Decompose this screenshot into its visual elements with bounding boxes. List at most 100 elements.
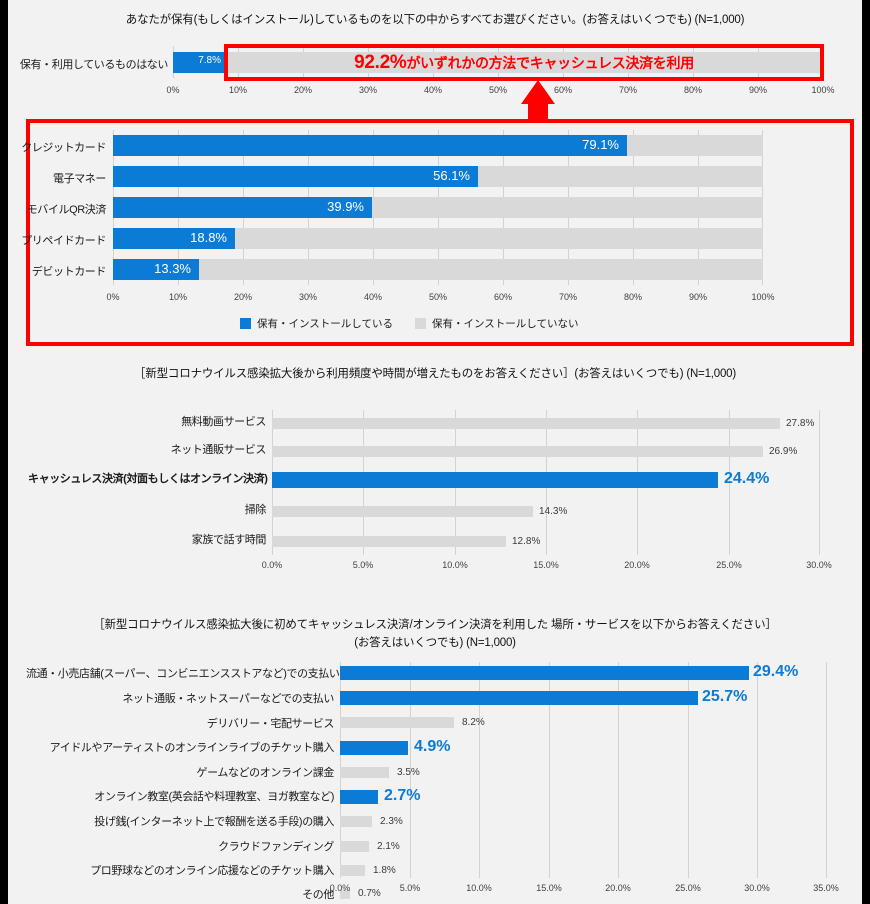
axis-tick: 20% <box>233 292 252 302</box>
table-row: 4.9% <box>340 738 827 755</box>
axis-tick: 30% <box>298 292 317 302</box>
chart2-category-label: ネット通販サービス <box>170 444 267 456</box>
axis-tick: 30.0% <box>744 883 770 893</box>
axis-tick: 30.0% <box>806 560 832 570</box>
gridline <box>410 662 411 878</box>
bar <box>272 536 506 547</box>
axis-tick: 20.0% <box>605 883 631 893</box>
axis-tick: 25.0% <box>716 560 742 570</box>
bar-segment-remainder <box>224 52 823 73</box>
bar-hasnot <box>478 166 763 187</box>
chart2-category-label: 無料動画サービス <box>181 416 266 428</box>
bar-value-label: 39.9% <box>327 199 364 214</box>
table-row: 18.8% <box>113 228 763 249</box>
gridline <box>688 662 689 878</box>
bar-has <box>113 197 372 218</box>
gridline <box>479 662 480 878</box>
bar-value-label: 13.3% <box>154 261 191 276</box>
chart1-top-plot: 7.8% <box>173 46 823 78</box>
axis-tick: 80% <box>683 85 702 95</box>
chart3-category-label: ネット通販・ネットスーパーなどでの支払い <box>122 693 334 705</box>
axis-tick: 15.0% <box>533 560 559 570</box>
table-row: 0.7% <box>340 888 827 899</box>
bar-value-label: 29.4% <box>753 663 799 680</box>
bar-value-label: 2.1% <box>377 841 400 852</box>
chart3-category-label: ゲームなどのオンライン課金 <box>196 767 335 779</box>
legend-swatch-has-icon <box>240 318 251 329</box>
chart3-title-line1: ［新型コロナウイルス感染拡大後に初めてキャッシュレス決済/オンライン決済を利用し… <box>93 619 777 631</box>
chart1-title: あなたが保有(もしくはインストール)しているものを以下の中からすべてお選びくださ… <box>125 14 745 26</box>
bar-value-label: 56.1% <box>433 168 470 183</box>
axis-tick: 0.0% <box>329 883 351 893</box>
axis-tick: 0% <box>106 292 120 302</box>
table-row: 79.1% <box>113 135 763 156</box>
bar-hasnot <box>627 135 763 156</box>
axis-tick: 5.0% <box>399 883 421 893</box>
chart3-category-label: 投げ銭(インターネット上で報酬を送る手段)の購入 <box>94 816 334 828</box>
infographic-page: あなたが保有(もしくはインストール)しているものを以下の中からすべてお選びくださ… <box>8 0 862 904</box>
table-row: 2.7% <box>340 787 827 804</box>
chart3-category-label: プロ野球などのオンライン応援などのチケット購入 <box>90 865 334 877</box>
bar-value-label: 18.8% <box>190 230 227 245</box>
bar-value-label: 25.7% <box>702 688 748 705</box>
bar-hasnot <box>235 228 763 249</box>
bar <box>340 865 365 876</box>
bar-value-label: 3.5% <box>397 767 420 778</box>
bar-highlight <box>340 666 749 680</box>
chart2-category-label: キャッシュレス決済(対面もしくはオンライン決済) <box>28 473 268 485</box>
table-row: 56.1% <box>113 166 763 187</box>
axis-tick: 10.0% <box>442 560 468 570</box>
table-row: 27.8% <box>272 418 820 429</box>
callout-label: 92.2%がいずれかの方法でキャッシュレス決済を利用 <box>224 52 824 74</box>
chart3-category-label: その他 <box>302 889 334 901</box>
chart2-category-label: 掃除 <box>244 504 267 516</box>
callout-arrow-icon <box>521 80 555 121</box>
axis-tick: 80% <box>623 292 642 302</box>
chart2-category-label: 家族で話す時間 <box>191 534 267 546</box>
table-row: 2.3% <box>340 816 827 827</box>
bar-value-label: 7.8% <box>198 55 221 66</box>
bar-highlight <box>340 790 378 804</box>
chart1-top-category-label: 保有・利用しているものはない <box>19 59 168 71</box>
table-row: 14.3% <box>272 506 820 517</box>
axis-tick: 100% <box>751 292 775 302</box>
bar-has <box>113 166 478 187</box>
bar <box>340 889 350 899</box>
chart1-category-label: モバイルQR決済 <box>26 204 107 216</box>
axis-tick: 25.0% <box>675 883 701 893</box>
table-row: 3.5% <box>340 767 827 778</box>
bar-value-label: 14.3% <box>539 506 568 517</box>
bar-value-label: 2.7% <box>384 787 421 804</box>
bar <box>340 841 369 852</box>
axis-tick: 0% <box>166 85 180 95</box>
table-row: 13.3% <box>113 259 763 280</box>
axis-tick: 60% <box>553 85 572 95</box>
bar-value-label: 27.8% <box>786 418 815 429</box>
axis-tick: 10% <box>168 292 187 302</box>
bar-value-label: 12.8% <box>512 536 541 547</box>
chart3-plot: 29.4% 25.7% 8.2% 4.9% 3.5% 2.7% <box>340 662 827 878</box>
chart3-category-label: オンライン教室(英会話や料理教室、ヨガ教室など) <box>94 791 334 803</box>
axis-tick: 70% <box>618 85 637 95</box>
chart1-detail-plot: 79.1% 56.1% 39.9% 18.8% 13.3% <box>113 130 763 285</box>
chart3-category-label: 流通・小売店舗(スーパー、コンビニエンスストアなど)での支払い <box>26 668 340 680</box>
axis-tick: 50% <box>488 85 507 95</box>
chart3-category-label: アイドルやアーティストのオンラインライブのチケット購入 <box>49 742 335 754</box>
bar-value-label: 1.8% <box>373 865 396 876</box>
chart1-category-label: 電子マネー <box>53 173 106 185</box>
axis-tick: 20.0% <box>624 560 650 570</box>
axis-tick: 90% <box>688 292 707 302</box>
bar <box>340 717 454 728</box>
axis-tick: 90% <box>748 85 767 95</box>
bar-segment-has-none <box>173 52 224 73</box>
legend-swatch-hasnot-icon <box>414 318 426 329</box>
gridline <box>729 410 730 555</box>
axis-tick: 30% <box>358 85 377 95</box>
chart1-legend: 保有・インストールしている 保有・インストールしていない <box>240 316 578 331</box>
gridline <box>618 662 619 878</box>
chart3-category-label: デリバリー・宅配サービス <box>206 718 335 730</box>
bar-value-label: 24.4% <box>724 470 770 487</box>
table-row: 2.1% <box>340 841 827 852</box>
bar-value-label: 8.2% <box>462 717 485 728</box>
bar-has <box>113 228 235 249</box>
